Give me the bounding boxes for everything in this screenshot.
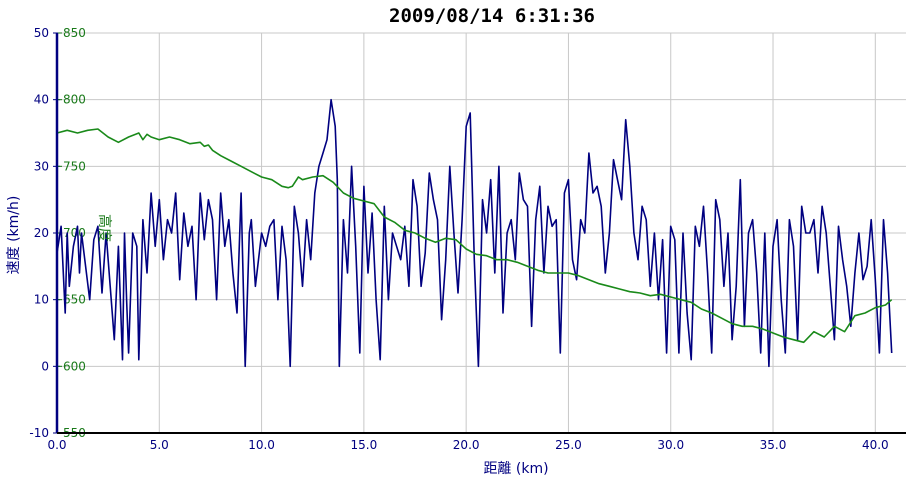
y-tick-label: 40 bbox=[34, 93, 49, 107]
x-tick-label: 25.0 bbox=[555, 438, 582, 452]
y-tick-label: 10 bbox=[34, 293, 49, 307]
chart-title: 2009/08/14 6:31:36 bbox=[389, 5, 595, 27]
y-axis-left-ticks: -10 0 10 20 30 40 50 bbox=[29, 26, 60, 440]
y-tick-label: 20 bbox=[34, 226, 49, 240]
x-tick-label: 40.0 bbox=[862, 438, 889, 452]
y2-tick-label: 700 bbox=[63, 226, 86, 240]
series-line-altitude bbox=[56, 128, 893, 344]
y2-tick-label: 750 bbox=[63, 159, 86, 173]
x-tick-label: 0.0 bbox=[47, 438, 66, 452]
y2-tick-label: 600 bbox=[63, 359, 86, 373]
x-axis-ticks: 0.0 5.0 10.0 15.0 20.0 25.0 30.0 35.0 40.0 bbox=[47, 438, 888, 452]
series-line-speed bbox=[56, 98, 893, 368]
y2-tick-label: 800 bbox=[63, 93, 86, 107]
y2-tick-label: 850 bbox=[63, 26, 86, 40]
x-tick-label: 30.0 bbox=[657, 438, 684, 452]
x-axis-label: 距離 (km) bbox=[483, 460, 548, 477]
series-layer bbox=[56, 98, 893, 368]
y2-axis-label: 高度 bbox=[96, 214, 113, 242]
y2-tick-label: 650 bbox=[63, 293, 86, 307]
x-tick-label: 10.0 bbox=[248, 438, 275, 452]
y-tick-label: 50 bbox=[34, 26, 49, 40]
x-tick-label: 35.0 bbox=[760, 438, 787, 452]
x-tick-label: 15.0 bbox=[351, 438, 378, 452]
axes bbox=[55, 33, 906, 434]
x-tick-label: 20.0 bbox=[453, 438, 480, 452]
x-tick-label: 5.0 bbox=[150, 438, 169, 452]
y-tick-label: 30 bbox=[34, 159, 49, 173]
y-axis-label: 速度 (km/h) bbox=[6, 196, 22, 275]
y-tick-label: -10 bbox=[29, 426, 49, 440]
y-tick-label: 0 bbox=[41, 359, 49, 373]
